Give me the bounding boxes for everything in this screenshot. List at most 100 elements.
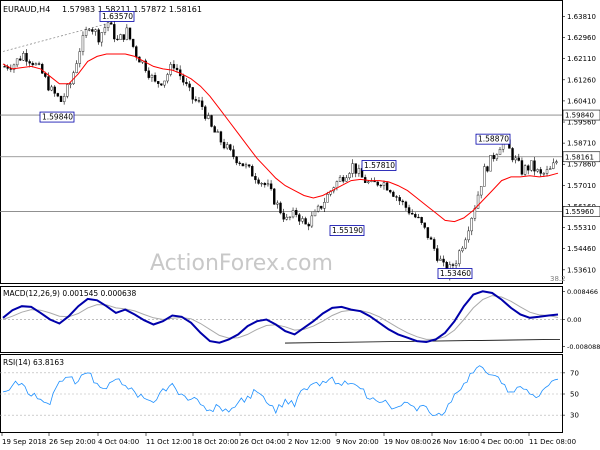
time-tick-label: 26 Sep 20:00 (49, 438, 96, 446)
level-price-box (562, 109, 600, 121)
candle-body (40, 64, 44, 74)
candle-body (342, 176, 345, 182)
rsi-tick-label: 30 (570, 412, 579, 420)
candle-body (439, 258, 442, 261)
rsi-tick-label: 50 (570, 391, 579, 399)
level-price-box (562, 206, 600, 217)
candle-body (351, 163, 354, 174)
price-tick-label: 1.62110 (567, 55, 596, 63)
candle-body (182, 75, 185, 83)
time-tick-label: 26 Nov 16:00 (432, 438, 479, 446)
candle-body (389, 189, 392, 193)
candle-body (323, 202, 326, 209)
candle-body (47, 76, 50, 91)
candle-body (113, 24, 116, 40)
candle-body (166, 74, 169, 82)
macd-tick-label: 0.00 (567, 316, 581, 324)
candle-body (379, 184, 383, 187)
candle-body (392, 191, 395, 197)
price-tick-label: 1.61260 (567, 76, 596, 84)
candle-body (78, 51, 82, 64)
candle-body (91, 29, 94, 32)
axes: 1.63810 1.62960 1.62110 1.61260 1.60410 1.595… (1, 13, 600, 446)
candle-body (316, 205, 320, 212)
candle-body (467, 230, 470, 241)
price-annotation-box (361, 160, 397, 171)
candle-body (285, 216, 288, 220)
candle-body (313, 211, 317, 217)
price-tick-label: 1.58710 (567, 140, 596, 148)
candle-body (464, 239, 467, 249)
candle-body (244, 164, 248, 167)
price-annotation-label: 1.53460 (440, 269, 471, 278)
candle-body (25, 53, 28, 62)
time-tick-label: 2 Nov 12:00 (288, 438, 331, 446)
candle-body (276, 202, 279, 205)
level-price-box (562, 151, 600, 163)
candle-body (279, 202, 282, 214)
candle-body (432, 239, 436, 249)
candle-body (376, 181, 379, 186)
candle-body (135, 46, 138, 58)
candle-body (395, 196, 398, 198)
price-annotation-box (437, 268, 473, 279)
candle-body (28, 61, 31, 64)
price-tick-label: 1.54460 (567, 245, 596, 253)
price-tick-label: 1.55310 (567, 224, 596, 232)
candle-body (97, 29, 100, 43)
time-tick-label: 19 Nov 08:00 (384, 438, 431, 446)
level-price-label: 1.55960 (565, 208, 594, 216)
candle-body (163, 80, 166, 86)
level-price-label: 1.59840 (565, 112, 594, 120)
candle-body (106, 22, 110, 28)
candle-body (150, 75, 154, 78)
candle-body (536, 169, 539, 172)
candle-body (213, 126, 216, 133)
price-annotation-box (39, 111, 75, 123)
candle-body (458, 250, 461, 265)
candle-body (476, 194, 480, 209)
price-tick-label: 1.63810 (567, 13, 596, 21)
candle-body (338, 176, 342, 182)
time-tick-label: 19 Sep 2018 (2, 438, 46, 446)
candle-body (56, 93, 60, 97)
candle-body (241, 163, 245, 167)
candle-body (423, 222, 426, 228)
candle-body (122, 34, 125, 40)
price-annotation-box (475, 133, 511, 145)
time-tick-label: 11 Oct 12:00 (146, 438, 192, 446)
rsi-tick-label: 70 (570, 369, 579, 377)
candle-body (404, 201, 408, 208)
candle-body (310, 215, 314, 227)
candle-body (44, 73, 47, 77)
candle-body (291, 210, 295, 218)
price-tick-label: 1.62960 (567, 34, 596, 42)
candle-body (172, 64, 176, 69)
candle-body (191, 87, 194, 100)
candle-body (545, 169, 549, 174)
candle-body (157, 81, 160, 84)
rsi-line (2, 365, 559, 417)
candle-body (263, 182, 267, 186)
candle-body (326, 194, 329, 203)
candle-body (539, 169, 542, 174)
candle-body (269, 183, 273, 190)
candle-body (273, 188, 276, 205)
candle-body (59, 95, 63, 102)
candle-body (69, 83, 72, 85)
symbol-label: EURAUD,H4 (3, 5, 50, 14)
candle-body (232, 149, 235, 157)
price-annotation-label: 1.58870 (478, 135, 509, 144)
candle-body (50, 86, 53, 91)
candle-body (548, 168, 552, 170)
candle-body (436, 248, 439, 261)
macd-signal-line (2, 295, 559, 340)
price-tick-label: 1.53610 (567, 266, 596, 274)
candle-body (320, 205, 323, 209)
candle-body (3, 66, 6, 68)
price-plot: 1.63570 1.59840 1.57810 1.55190 1.58870 1.534… (0, 11, 562, 281)
macd-line (2, 290, 559, 344)
candle-body (15, 58, 19, 66)
candle-body (100, 32, 103, 43)
candle-body (511, 148, 514, 161)
